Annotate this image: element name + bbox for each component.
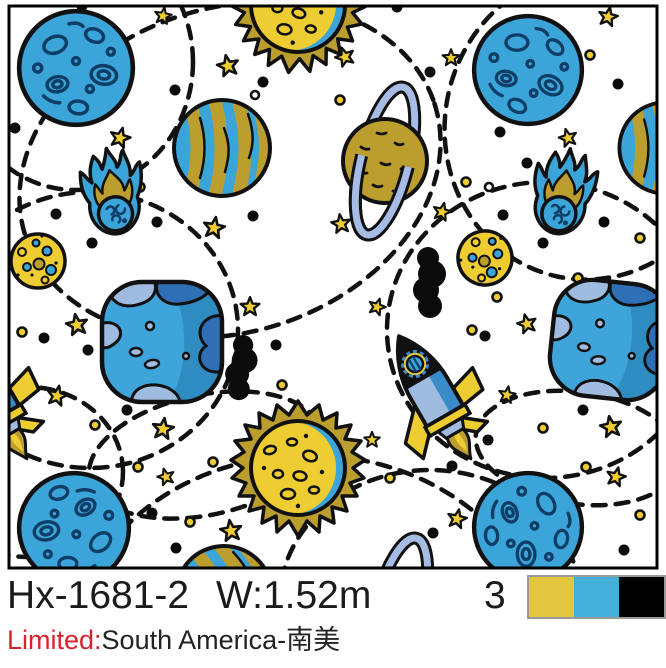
motif-wdot xyxy=(249,89,261,101)
motif-ydot xyxy=(580,461,592,473)
motif-ydot xyxy=(384,472,396,484)
fabric-width: W:1.52m xyxy=(216,574,372,617)
space-pattern-illustration xyxy=(7,4,666,570)
orbit-dashed-path xyxy=(9,6,196,193)
color-swatch xyxy=(574,577,619,617)
color-swatch xyxy=(619,577,664,617)
motif-dot xyxy=(618,544,630,556)
motif-ydot xyxy=(184,516,196,528)
motif-wdot xyxy=(483,181,495,193)
pattern-layer xyxy=(9,6,666,568)
motif-dot xyxy=(170,542,182,554)
motif-dot xyxy=(146,507,158,519)
motif-moon-blue xyxy=(19,11,133,125)
motif-dot xyxy=(494,126,506,138)
motif-ydot xyxy=(634,232,646,244)
motif-dot xyxy=(257,76,269,88)
motif-dot xyxy=(497,209,509,221)
region-line: Limited:South America-南美 xyxy=(7,627,340,654)
motif-ydot xyxy=(537,422,549,434)
color-swatches xyxy=(527,575,666,619)
motif-dot xyxy=(50,208,62,220)
motif-dot xyxy=(151,216,163,228)
motif-dot xyxy=(82,344,94,356)
region-value: South America-南美 xyxy=(101,625,341,655)
motif-dot xyxy=(9,122,21,134)
motif-dot xyxy=(38,332,50,344)
motif-ydot xyxy=(89,419,101,431)
product-code: Hx-1681-2 xyxy=(7,574,190,617)
color-count: 3 xyxy=(484,574,506,617)
motif-ydot xyxy=(276,379,288,391)
motif-dot xyxy=(479,330,491,342)
motif-ydot xyxy=(491,291,503,303)
motif-earth xyxy=(544,274,666,408)
motif-ydot xyxy=(207,456,219,468)
motif-dot xyxy=(86,237,98,249)
motif-moon-yellow xyxy=(9,232,67,290)
motif-dot xyxy=(169,84,181,96)
motif-dot xyxy=(482,434,494,446)
orbit-dashed-path xyxy=(17,6,443,341)
motif-dot xyxy=(270,339,282,351)
motif-dot xyxy=(612,78,624,90)
motif-dot xyxy=(598,216,610,228)
motif-ydot xyxy=(466,324,478,336)
motif-dot xyxy=(537,237,549,249)
motif-dot xyxy=(577,404,589,416)
motif-ydot xyxy=(460,176,472,188)
motif-ydot xyxy=(334,94,346,106)
pattern-frame xyxy=(7,4,659,570)
motif-ydot xyxy=(132,461,144,473)
motif-dot xyxy=(521,157,533,169)
motif-dot xyxy=(247,210,259,222)
orbit-dashed-path xyxy=(442,6,657,282)
motif-dot xyxy=(446,460,458,472)
motif-ydot xyxy=(634,509,646,521)
limited-label: Limited: xyxy=(7,625,102,655)
motif-ydot xyxy=(16,326,28,338)
motif-dot xyxy=(424,66,436,78)
color-swatch xyxy=(529,577,574,617)
motif-dot xyxy=(121,404,133,416)
motif-dot xyxy=(427,527,439,539)
motif-earth xyxy=(100,280,226,406)
motif-ydot xyxy=(584,49,596,61)
